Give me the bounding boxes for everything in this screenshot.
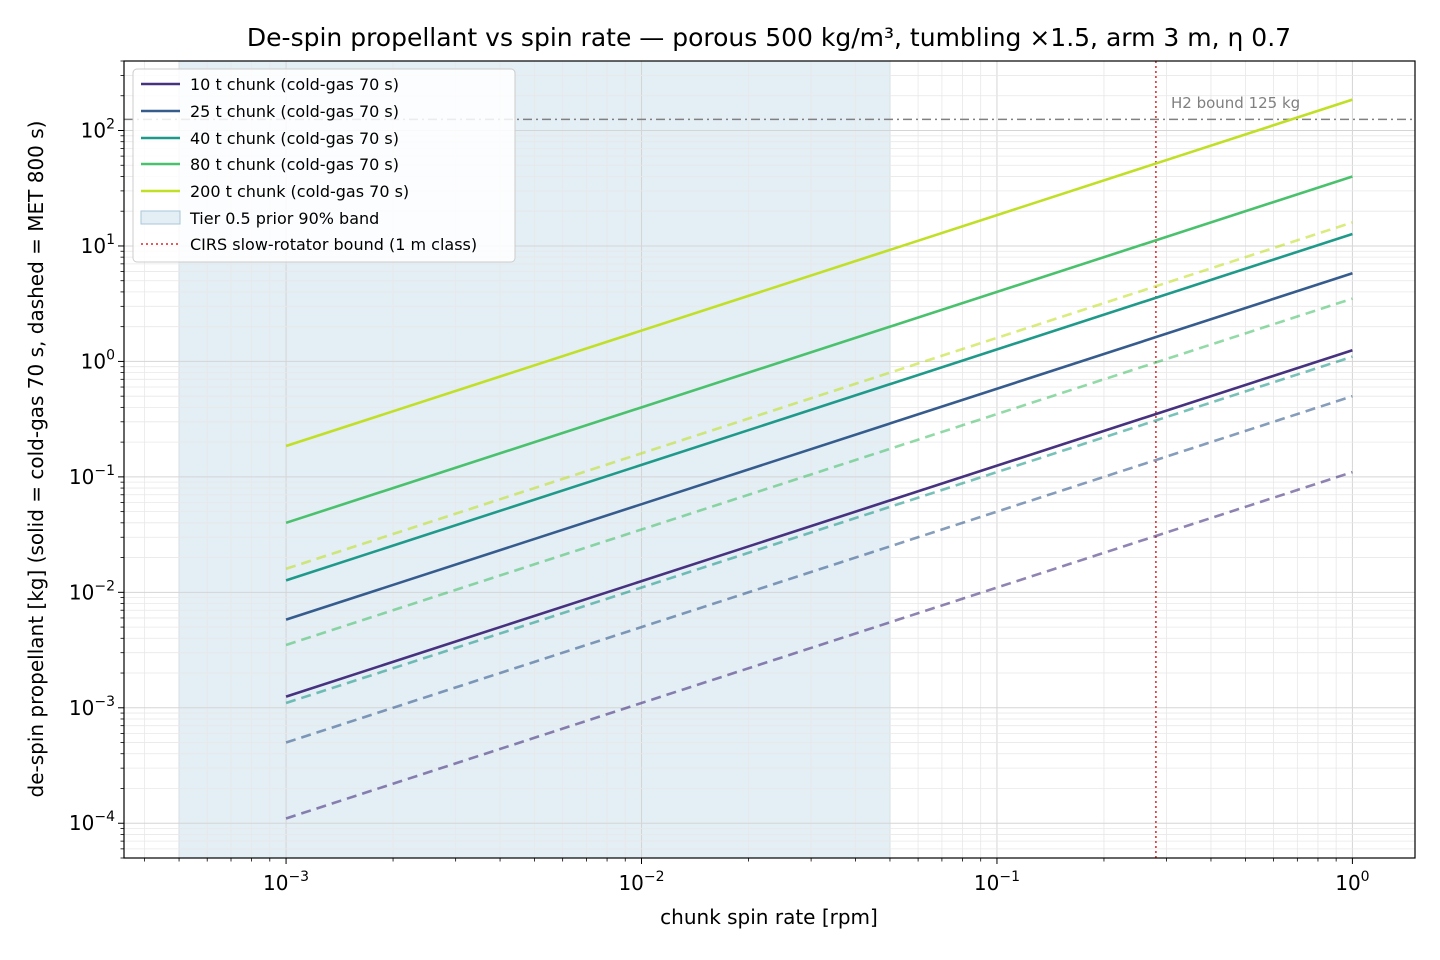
legend-box	[132, 68, 516, 263]
legend-label-series-4: 80 t chunk (cold-gas 70 s)	[190, 155, 399, 174]
chart-title: De-spin propellant vs spin rate — porous…	[247, 23, 1291, 52]
y-tick-label: 101	[81, 232, 115, 258]
series-line-solid-3	[285, 232, 1353, 582]
legend: 10 t chunk (cold-gas 70 s) 25 t chunk (c…	[132, 68, 516, 263]
y-axis-label: de-spin propellant [kg] (solid = cold-ga…	[24, 121, 48, 798]
y-tick-label: 100	[81, 347, 115, 373]
legend-label-series-3: 40 t chunk (cold-gas 70 s)	[190, 129, 399, 148]
legend-label-vline: CIRS slow-rotator bound (1 m class)	[190, 235, 477, 254]
y-tick-label: 102	[81, 117, 115, 143]
legend-label-series-2: 25 t chunk (cold-gas 70 s)	[190, 102, 399, 121]
legend-label-series-5: 200 t chunk (cold-gas 70 s)	[190, 182, 409, 201]
h2-bound-label: H2 bound 125 kg	[1171, 94, 1300, 112]
x-tick-label: 10−2	[618, 869, 664, 895]
legend-swatch-band	[140, 210, 181, 225]
series-line-solid-4	[285, 175, 1353, 525]
series-line-solid-2	[285, 272, 1353, 621]
series-line-dashed-8	[285, 355, 1353, 705]
y-tick-label: 10−2	[69, 578, 115, 604]
series-line-dashed-9	[285, 297, 1353, 647]
y-tick-label: 10−3	[69, 694, 115, 720]
legend-label-band: Tier 0.5 prior 90% band	[189, 209, 379, 228]
legend-label-series-1: 10 t chunk (cold-gas 70 s)	[190, 75, 399, 94]
series-line-solid-1	[285, 348, 1353, 698]
x-tick-label: 10−3	[263, 869, 309, 895]
series-line-solid-5	[285, 98, 1353, 448]
plot-frame	[123, 60, 1416, 859]
x-tick-label: 10−1	[974, 869, 1020, 895]
y-tick-label: 10−1	[69, 463, 115, 489]
x-tick-label: 100	[1335, 869, 1369, 895]
x-axis-label: chunk spin rate [rpm]	[660, 905, 878, 929]
series-line-dashed-10	[285, 221, 1353, 571]
y-tick-label: 10−4	[69, 809, 115, 835]
series-line-dashed-7	[285, 394, 1353, 744]
series-line-dashed-6	[285, 470, 1353, 820]
